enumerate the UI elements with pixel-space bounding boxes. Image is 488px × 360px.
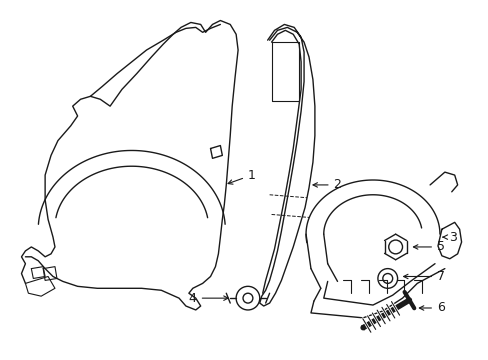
Text: 4: 4 (188, 292, 228, 305)
Text: 6: 6 (419, 301, 444, 315)
Text: 5: 5 (412, 240, 444, 253)
Text: 3: 3 (442, 231, 456, 244)
Text: 2: 2 (312, 179, 341, 192)
Text: 1: 1 (227, 168, 255, 184)
Text: 7: 7 (403, 270, 444, 283)
